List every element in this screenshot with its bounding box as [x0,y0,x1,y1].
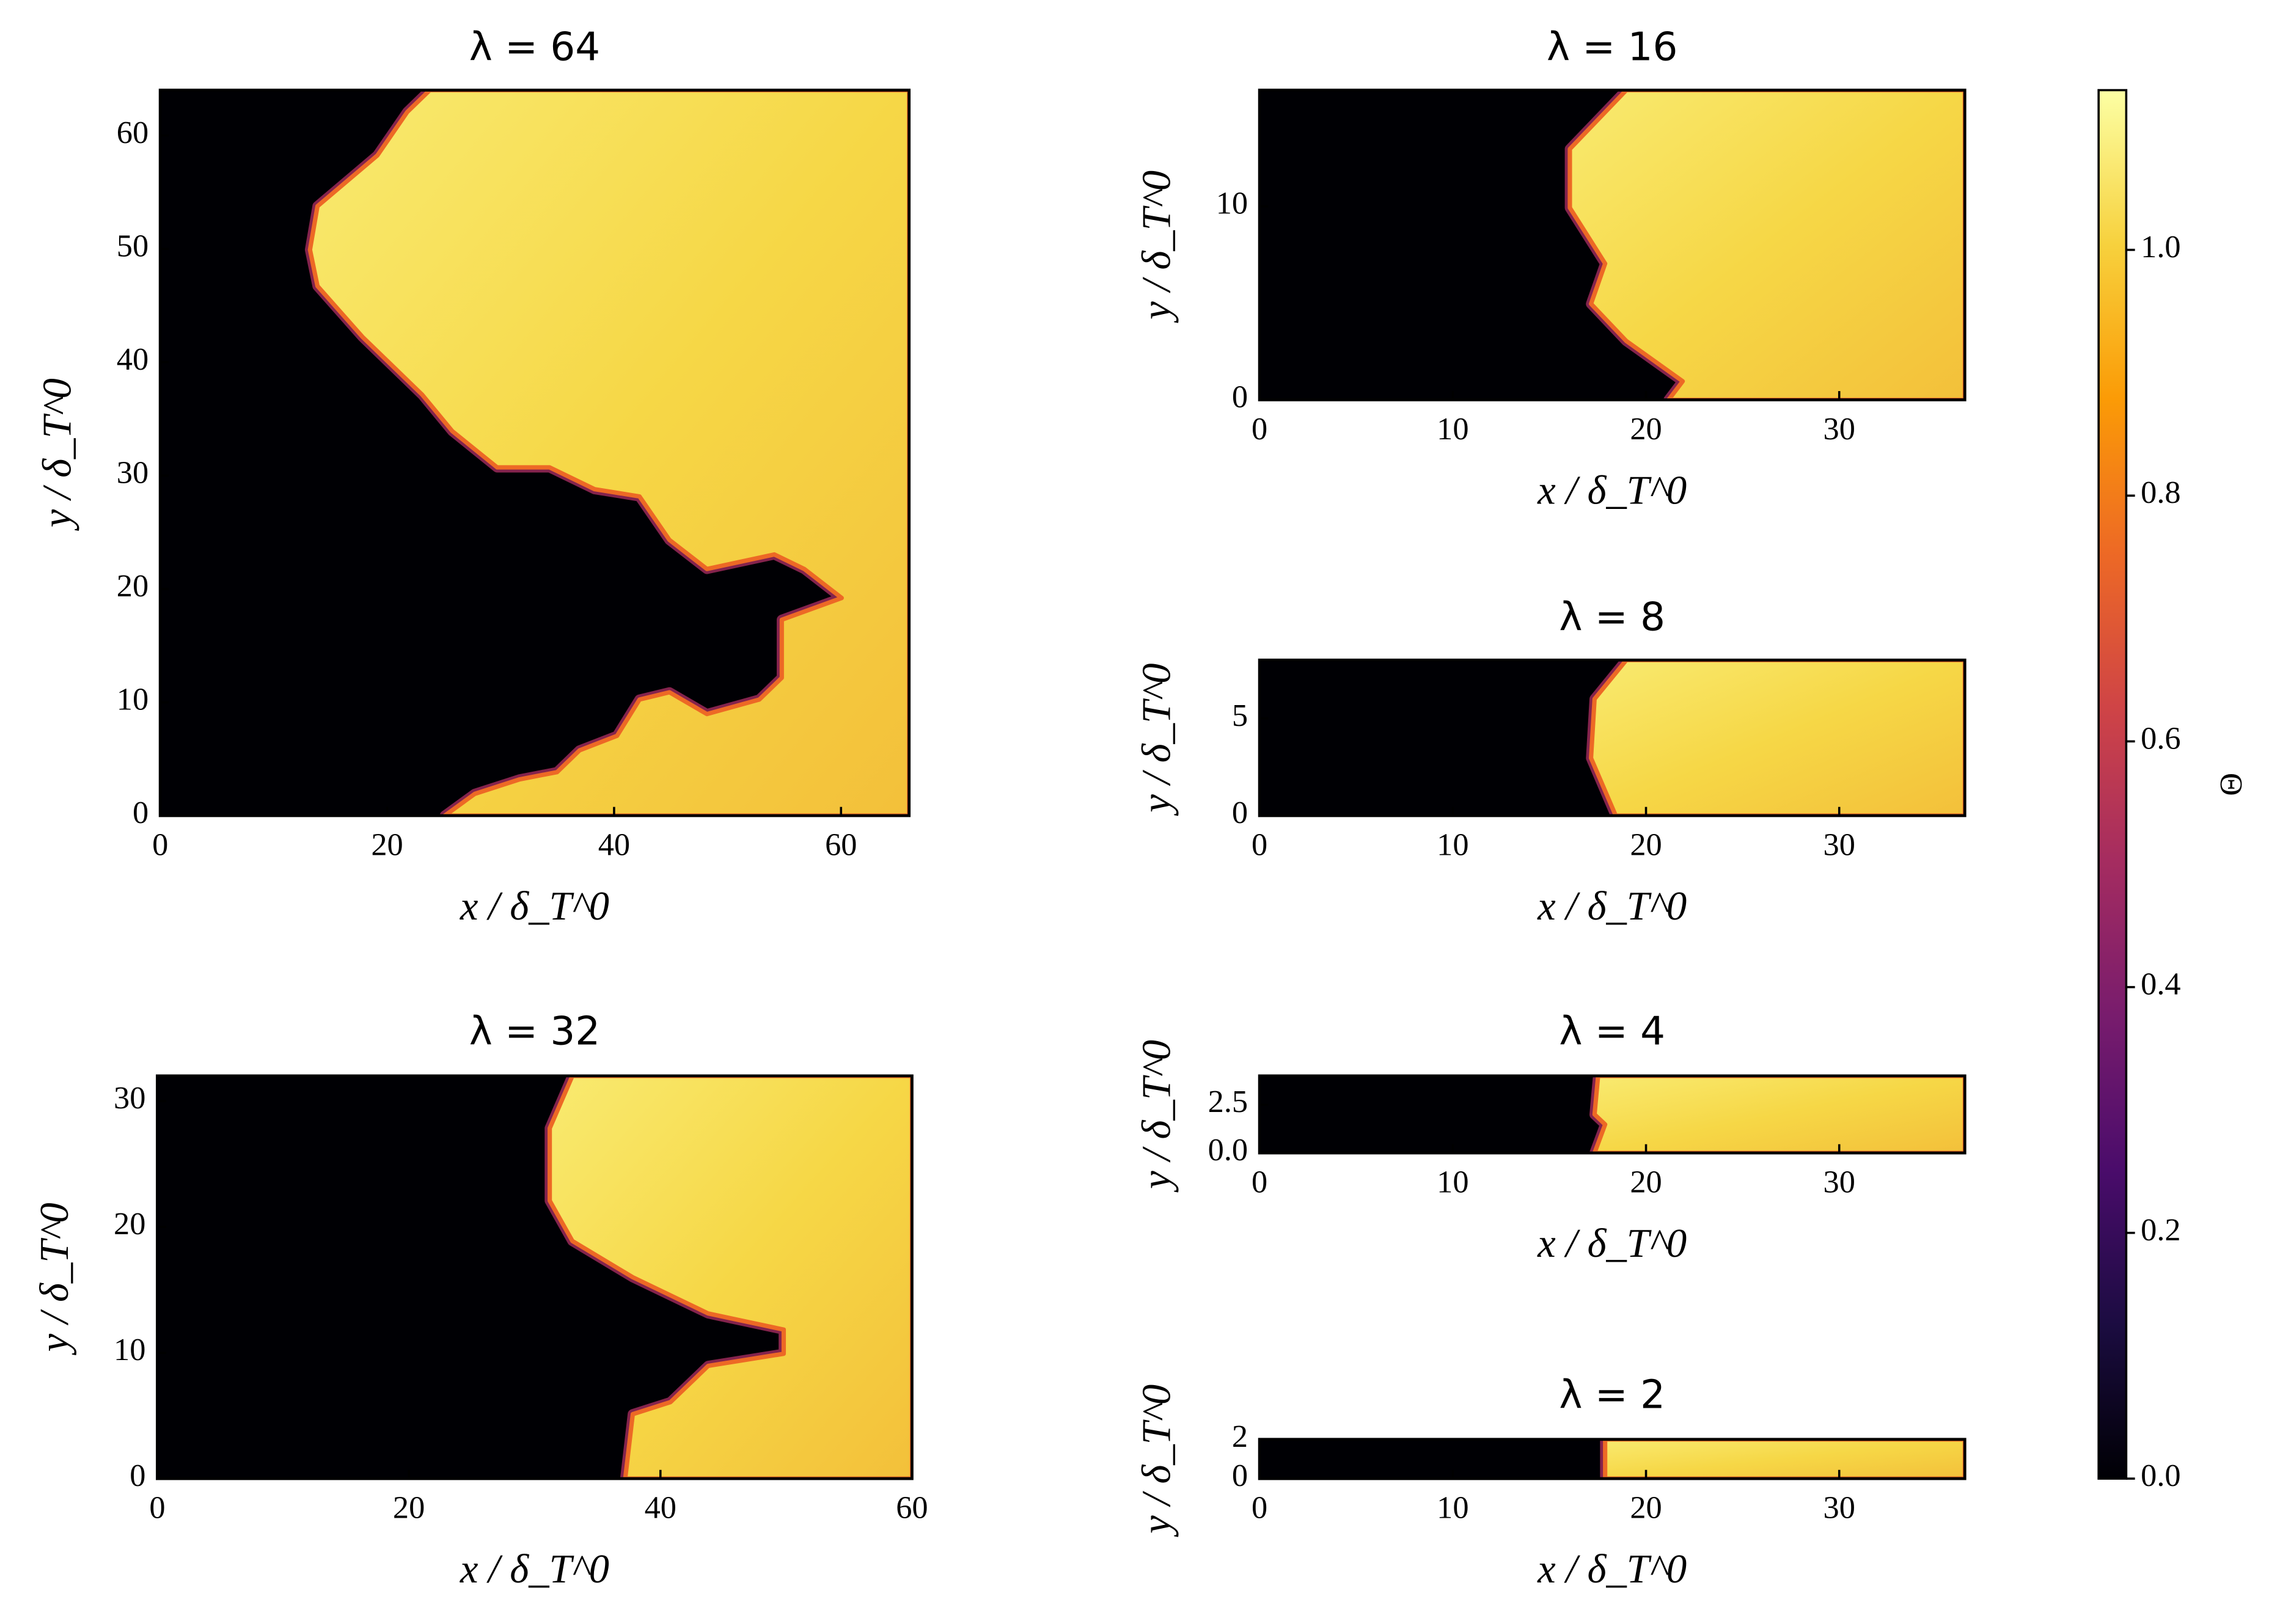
y-tick-label: 30 [114,1080,145,1116]
colorbar-tick-label: 0.2 [2141,1212,2180,1248]
burnt-region [1592,1075,1965,1154]
burnt-region [548,1075,912,1479]
y-tick-label: 60 [117,115,148,150]
y-tick-label: 20 [114,1206,145,1242]
x-axis-label: x / δ_T^0 [1537,468,1687,513]
field [160,90,909,816]
y-tick-label: 10 [1216,186,1248,221]
plot-frame [158,89,911,817]
x-tick-label: 20 [1630,827,1662,862]
x-tick-label: 30 [1824,1490,1855,1525]
x-tick-label: 40 [598,827,630,862]
colorbar-tick-label: 1.0 [2141,229,2180,265]
plot-frame [1258,89,1967,401]
field [1259,1075,1965,1154]
panel-title: λ = 8 [1559,594,1665,640]
panel-title: λ = 4 [1559,1008,1665,1054]
y-tick-label: 10 [114,1332,145,1367]
x-tick-label: 60 [896,1490,928,1525]
burnt-region [1567,90,1965,400]
y-tick-label: 0.0 [1208,1132,1248,1168]
x-tick-label: 0 [149,1490,165,1525]
colorbar-tick-label: 0.8 [2141,475,2180,510]
field [1259,1439,1965,1479]
y-tick-label: 40 [117,342,148,377]
y-axis-label: y / δ_T^0 [32,1202,77,1355]
y-tick-label: 0 [1232,795,1248,830]
colorbar-tick-label: 0.0 [2141,1458,2180,1493]
y-tick-label: 5 [1232,698,1248,733]
y-axis-label: y / δ_T^0 [1135,1384,1179,1537]
x-tick-label: 10 [1437,411,1468,447]
x-tick-label: 10 [1437,1490,1468,1525]
plot-frame [156,1074,914,1480]
y-axis-label: y / δ_T^0 [1135,1040,1179,1193]
plot-frame [1258,658,1967,817]
y-tick-label: 0 [133,795,148,830]
y-tick-label: 0 [130,1458,145,1493]
x-tick-label: 60 [825,827,857,862]
y-axis-label: y / δ_T^0 [1135,170,1179,323]
x-tick-label: 10 [1437,827,1468,862]
y-axis-label: y / δ_T^0 [35,378,80,531]
colorbar [2097,89,2128,1480]
x-tick-label: 20 [371,827,403,862]
colorbar-tick-label: 0.4 [2141,967,2180,1002]
burnt-region [307,90,909,816]
y-tick-label: 50 [117,228,148,263]
colorbar-tick-label: 0.6 [2141,720,2180,756]
y-tick-label: 0 [1232,379,1248,414]
x-axis-label: x / δ_T^0 [460,1547,609,1592]
y-tick-label: 20 [117,568,148,604]
burnt-region [1603,1439,1965,1479]
colorbar-label: Θ [2213,773,2249,796]
x-axis-label: x / δ_T^0 [1537,884,1687,929]
x-tick-label: 10 [1437,1164,1468,1199]
plot-frame [1258,1074,1967,1155]
panel-title: λ = 32 [469,1008,600,1054]
x-tick-label: 40 [645,1490,676,1525]
field [157,1075,912,1479]
panel-title: λ = 16 [1547,24,1677,70]
plot-frame [1258,1438,1967,1480]
x-tick-label: 0 [1252,411,1267,447]
burnt-region [1589,660,1965,816]
x-tick-label: 0 [152,827,168,862]
y-tick-label: 30 [117,455,148,490]
field [1259,660,1965,816]
x-tick-label: 0 [1252,827,1267,862]
x-axis-label: x / δ_T^0 [1537,1221,1687,1266]
y-tick-label: 0 [1232,1458,1248,1493]
x-tick-label: 20 [393,1490,425,1525]
x-tick-label: 0 [1252,1164,1267,1199]
panel-title: λ = 2 [1559,1372,1665,1417]
x-tick-label: 30 [1824,411,1855,447]
x-tick-label: 20 [1630,1164,1662,1199]
y-axis-label: y / δ_T^0 [1135,664,1179,816]
x-tick-label: 20 [1630,1490,1662,1525]
y-tick-label: 10 [117,681,148,717]
x-tick-label: 0 [1252,1490,1267,1525]
x-tick-label: 30 [1824,1164,1855,1199]
x-axis-label: x / δ_T^0 [460,884,609,929]
y-tick-label: 2 [1232,1419,1248,1454]
panel-title: λ = 64 [469,24,600,70]
x-axis-label: x / δ_T^0 [1537,1547,1687,1592]
field [1259,90,1965,400]
y-tick-label: 2.5 [1208,1084,1248,1119]
x-tick-label: 20 [1630,411,1662,447]
x-tick-label: 30 [1824,827,1855,862]
